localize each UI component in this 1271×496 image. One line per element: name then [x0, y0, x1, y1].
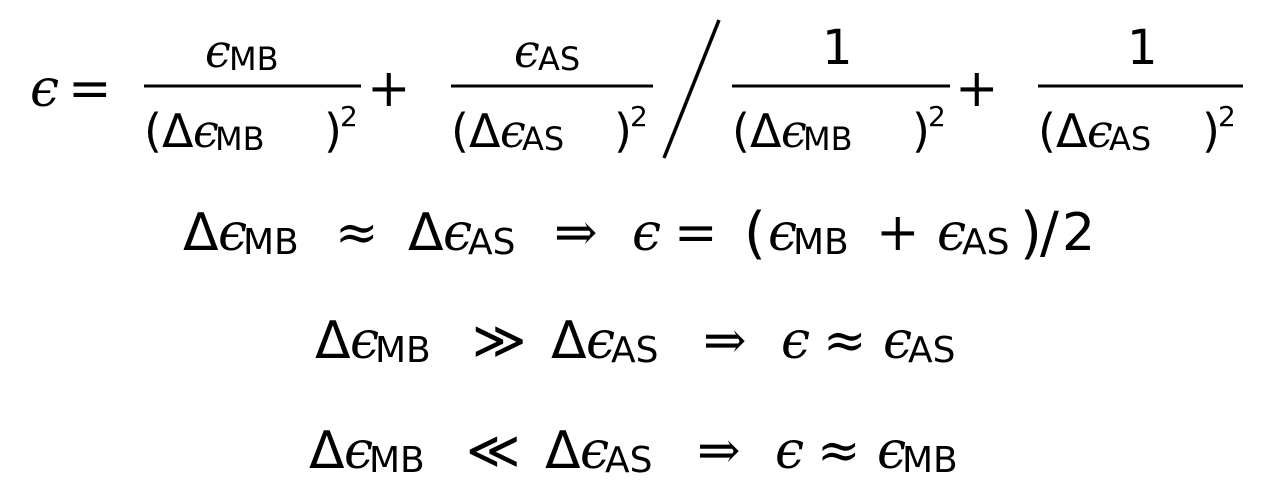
epsilon-symbol: ϵ	[632, 203, 661, 263]
delta-symbol: Δ	[183, 203, 219, 263]
epsilon-symbol: ϵ	[350, 311, 379, 371]
subscript-mb: MB	[375, 330, 431, 371]
subscript-as: AS	[1109, 120, 1151, 158]
equals-sign: =	[674, 203, 718, 263]
epsilon-symbol: ϵ	[205, 24, 231, 78]
epsilon-symbol: ϵ	[193, 104, 219, 158]
subscript-as: AS	[468, 222, 515, 263]
subscript-mb: MB	[369, 440, 425, 481]
subscript-as: AS	[522, 120, 564, 158]
exponent-two: 2	[630, 100, 648, 133]
implies-arrow: ⇒	[554, 203, 598, 263]
equation-equal-uncertainty: Δ ϵ MB ≈ Δ ϵ AS ⇒ ϵ = ( ϵ MB + ϵ AS ) / …	[183, 201, 1095, 266]
epsilon-symbol: ϵ	[218, 203, 247, 263]
right-paren: )	[1202, 104, 1220, 158]
delta-symbol: Δ	[162, 104, 194, 158]
implies-arrow: ⇒	[697, 421, 741, 481]
left-paren: (	[1038, 104, 1056, 158]
epsilon-symbol: ϵ	[500, 104, 526, 158]
epsilon-symbol: ϵ	[1087, 104, 1113, 158]
much-greater-sign: ≫	[472, 311, 526, 371]
delta-symbol: Δ	[545, 421, 581, 481]
delta-symbol: Δ	[469, 104, 501, 158]
left-paren: (	[732, 104, 750, 158]
epsilon-symbol: ϵ	[443, 203, 472, 263]
epsilon-symbol: ϵ	[344, 421, 373, 481]
epsilon-symbol: ϵ	[781, 311, 810, 371]
epsilon-symbol: ϵ	[883, 311, 912, 371]
epsilon-symbol: ϵ	[781, 104, 807, 158]
right-paren: )	[324, 104, 342, 158]
subscript-mb: MB	[902, 440, 958, 481]
plus-sign: +	[955, 59, 999, 119]
epsilon-symbol: ϵ	[514, 24, 540, 78]
slash: /	[1040, 201, 1059, 266]
implies-arrow: ⇒	[703, 311, 747, 371]
equals-sign: =	[68, 59, 112, 119]
divisor-two: 2	[1062, 203, 1095, 263]
numerator-one: 1	[1127, 20, 1158, 76]
exponent-two: 2	[928, 100, 946, 133]
delta-symbol: Δ	[315, 311, 351, 371]
epsilon-symbol: ϵ	[586, 311, 615, 371]
left-paren: (	[451, 104, 469, 158]
subscript-as: AS	[611, 330, 658, 371]
epsilon-symbol: ϵ	[877, 421, 906, 481]
fraction-one-over-as-variance: 1 ( Δ ϵ AS ) 2	[1038, 20, 1243, 158]
equation-weighted-average: ϵ = ϵ MB ( Δ ϵ MB ) 2 + ϵ AS ( Δ ϵ AS ) …	[30, 19, 1243, 159]
delta-symbol: Δ	[551, 311, 587, 371]
delta-symbol: Δ	[408, 203, 444, 263]
epsilon-symbol: ϵ	[580, 421, 609, 481]
fraction-one-over-mb-variance: 1 ( Δ ϵ MB ) 2	[732, 20, 950, 158]
left-paren: (	[744, 201, 766, 266]
delta-symbol: Δ	[1056, 104, 1088, 158]
right-paren: )	[912, 104, 930, 158]
equation-mb-dominant-uncertainty: Δ ϵ MB ≫ Δ ϵ AS ⇒ ϵ ≈ ϵ AS	[315, 311, 955, 371]
epsilon-symbol: ϵ	[768, 203, 797, 263]
epsilon-symbol: ϵ	[937, 203, 966, 263]
approx-sign: ≈	[817, 421, 861, 481]
numerator-one: 1	[822, 20, 853, 76]
subscript-as: AS	[962, 222, 1009, 263]
subscript-mb: MB	[243, 222, 299, 263]
subscript-mb: MB	[215, 120, 265, 158]
delta-symbol: Δ	[309, 421, 345, 481]
approx-sign: ≈	[823, 311, 867, 371]
plus-sign: +	[876, 203, 920, 263]
epsilon-symbol: ϵ	[30, 59, 59, 119]
subscript-as: AS	[538, 40, 580, 78]
exponent-two: 2	[1218, 100, 1236, 133]
subscript-as: AS	[605, 440, 652, 481]
fraction-mb-over-variance: ϵ MB ( Δ ϵ MB ) 2	[144, 24, 361, 158]
delta-symbol: Δ	[750, 104, 782, 158]
big-division-slash	[662, 19, 721, 159]
plus-sign: +	[367, 59, 411, 119]
fraction-as-over-variance: ϵ AS ( Δ ϵ AS ) 2	[451, 24, 653, 158]
much-less-sign: ≪	[466, 421, 520, 481]
epsilon-symbol: ϵ	[775, 421, 804, 481]
equation-as-dominant-uncertainty: Δ ϵ MB ≪ Δ ϵ AS ⇒ ϵ ≈ ϵ MB	[309, 421, 958, 481]
exponent-two: 2	[340, 100, 358, 133]
subscript-mb: MB	[793, 222, 849, 263]
right-paren: )	[614, 104, 632, 158]
subscript-mb: MB	[229, 40, 279, 78]
subscript-as: AS	[908, 330, 955, 371]
left-paren: (	[144, 104, 162, 158]
right-paren: )	[1020, 201, 1042, 266]
approx-sign: ≈	[335, 203, 379, 263]
subscript-mb: MB	[803, 120, 853, 158]
